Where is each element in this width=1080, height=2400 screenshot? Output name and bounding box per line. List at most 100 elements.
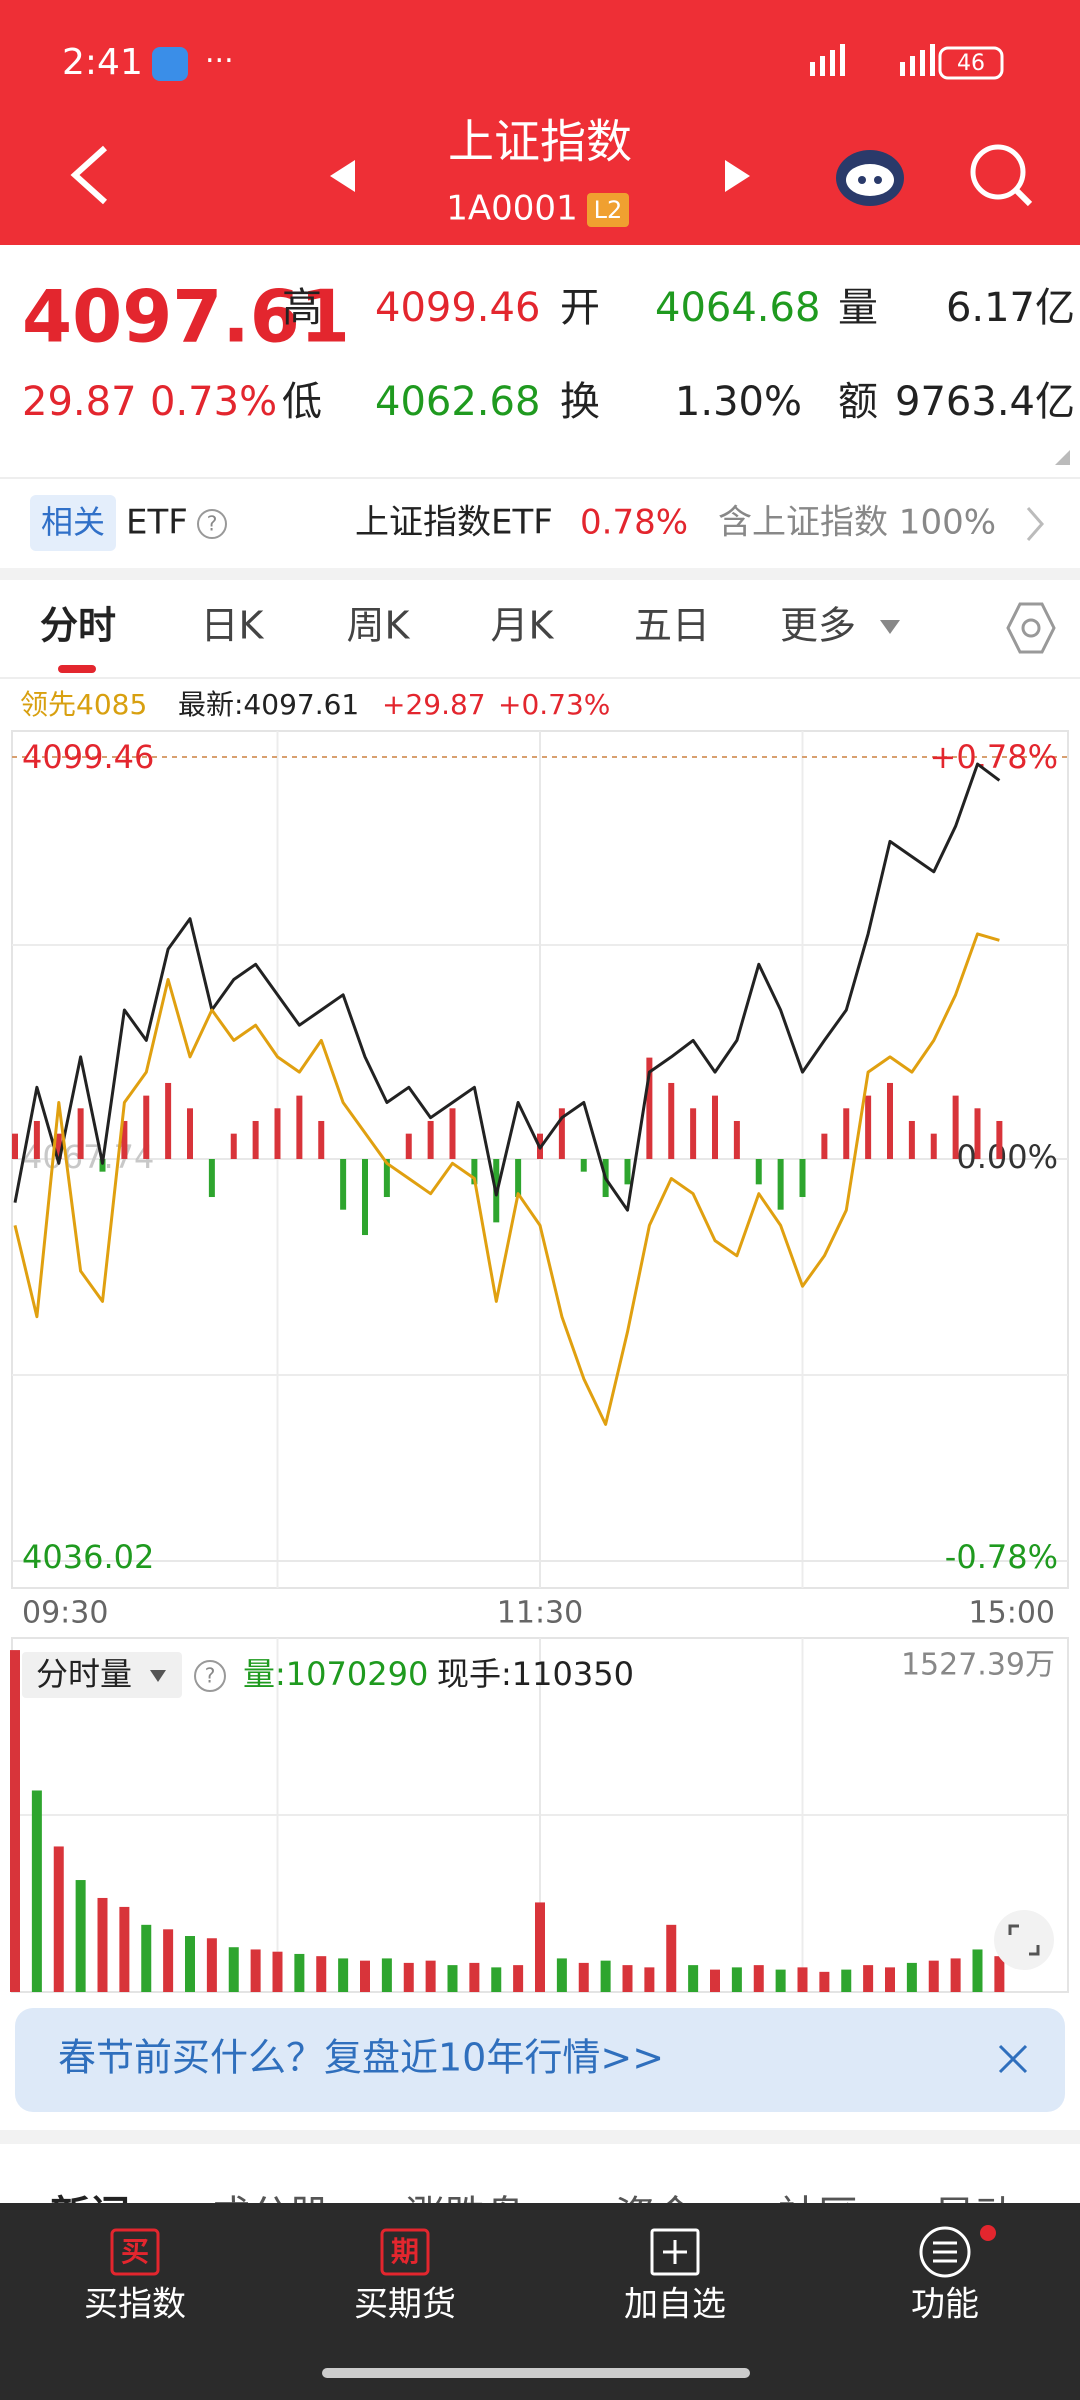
- lead-bar: [580, 1159, 587, 1172]
- help-icon-glyph: ?: [205, 1664, 216, 1688]
- selector-arrow: [150, 1670, 166, 1682]
- tag-bg: [30, 495, 116, 551]
- volume-title: 分时量: [36, 1655, 132, 1693]
- volume-bar: [863, 1965, 874, 1992]
- field-label: 低: [282, 379, 322, 425]
- settings-button[interactable]: [1006, 602, 1056, 654]
- corner-mark: [1055, 450, 1070, 465]
- lead-bar: [821, 1133, 828, 1159]
- change: 29.87: [22, 379, 137, 425]
- volume-bar: [578, 1962, 589, 1992]
- lead-bar: [230, 1133, 237, 1159]
- volume-bar: [185, 1936, 195, 1992]
- status-icon: [152, 47, 188, 81]
- volume-bar: [10, 1650, 20, 1992]
- lead-bar: [165, 1082, 172, 1159]
- nav-icon-text: 期: [391, 2235, 419, 2268]
- nav-label[interactable]: 加自选: [624, 2285, 726, 2325]
- volume-bar: [666, 1924, 677, 1992]
- active-tab-indicator: [58, 665, 96, 673]
- lead-bar: [208, 1159, 215, 1198]
- y2-tick-label: -0.78%: [945, 1538, 1058, 1576]
- etf-name[interactable]: 上证指数ETF: [355, 503, 553, 543]
- volume-bar: [513, 1965, 524, 1992]
- y2-tick-label: 0.00%: [956, 1138, 1058, 1176]
- lead-bar: [383, 1159, 390, 1198]
- lead-bar: [865, 1095, 872, 1159]
- volume-bar: [556, 1958, 567, 1992]
- x-tick-label: 09:30: [22, 1596, 108, 1631]
- y-tick-label: 4036.02: [22, 1538, 154, 1576]
- tab[interactable]: 五日: [634, 604, 710, 648]
- volume-bar: [360, 1960, 370, 1992]
- lead-bar: [55, 1133, 62, 1159]
- etf-kind: ETF: [126, 503, 188, 543]
- banner[interactable]: [15, 2008, 1065, 2112]
- fullscreen-glyph: [1008, 1924, 1040, 1956]
- price: 4097.61: [22, 275, 350, 359]
- lead-bar: [515, 1159, 522, 1198]
- lead-bar: [755, 1159, 762, 1185]
- nav-icon-menu: [919, 2226, 971, 2278]
- volume-bar: [622, 1965, 633, 1992]
- lead-bar: [733, 1120, 740, 1159]
- lead-bar: [624, 1159, 631, 1185]
- volume-bar: [425, 1960, 436, 1992]
- next-button[interactable]: [725, 160, 750, 192]
- prev-button[interactable]: [330, 160, 355, 192]
- banner-text[interactable]: 春节前买什么？复盘近10年行情>>: [58, 2036, 664, 2080]
- volume-bar: [731, 1967, 742, 1992]
- volume-bar: [381, 1958, 392, 1992]
- home-indicator: [322, 2368, 750, 2378]
- change-pct: 0.73%: [150, 379, 277, 425]
- lead-bar: [646, 1057, 653, 1159]
- lead-bar: [77, 1108, 84, 1159]
- lead-bar: [340, 1159, 347, 1210]
- volume-bar: [403, 1962, 414, 1992]
- nav-icon-box: [110, 2228, 160, 2276]
- legend-lead: 领先4085: [20, 688, 147, 721]
- volume-bar: [928, 1960, 939, 1992]
- lead-bar: [799, 1159, 806, 1198]
- lead-bar: [296, 1095, 303, 1159]
- volume-bar: [228, 1947, 239, 1992]
- tab[interactable]: 更多: [780, 604, 856, 648]
- chevron[interactable]: [1026, 507, 1044, 541]
- nav-icon-add: [650, 2228, 700, 2276]
- signal-icons: [810, 44, 935, 76]
- robot-button[interactable]: [836, 150, 904, 206]
- tab[interactable]: 日K: [201, 604, 265, 648]
- back-button[interactable]: [70, 145, 108, 205]
- lead-bar: [843, 1108, 850, 1159]
- nav-label[interactable]: 买指数: [84, 2285, 186, 2325]
- tab[interactable]: 月K: [491, 604, 555, 648]
- field-value: 6.17亿: [946, 285, 1075, 331]
- nav-icon-box: [380, 2228, 430, 2276]
- nav-label[interactable]: 买期货: [354, 2285, 456, 2325]
- fullscreen-button[interactable]: [994, 1910, 1054, 1970]
- lead-bar: [187, 1108, 193, 1159]
- lead-bar: [143, 1095, 150, 1159]
- volume-selector[interactable]: [22, 1652, 182, 1698]
- volume-bar: [994, 1956, 1005, 1992]
- separator: [0, 568, 1080, 580]
- help-icon[interactable]: [194, 1660, 226, 1692]
- banner-close[interactable]: [998, 2044, 1028, 2074]
- hand-readout: 现手:110350: [437, 1655, 634, 1693]
- field-value: 1.30%: [675, 379, 802, 425]
- volume-bar: [53, 1846, 64, 1992]
- tab[interactable]: 周K: [347, 604, 411, 648]
- lead-bar: [33, 1120, 40, 1159]
- lead-bar: [274, 1108, 281, 1159]
- legend-latest: 最新:4097.61: [178, 688, 359, 721]
- price-line: [13, 762, 1001, 1212]
- volume-bar: [644, 1967, 655, 1992]
- lead-bar: [712, 1095, 718, 1159]
- search-button[interactable]: [970, 144, 1033, 207]
- help-icon[interactable]: [197, 509, 227, 539]
- nav-label[interactable]: 功能: [911, 2285, 979, 2325]
- notification-dot: [980, 2225, 996, 2241]
- field-value: 4062.68: [375, 379, 540, 425]
- tab[interactable]: 分时: [40, 604, 116, 648]
- volume-bar: [797, 1967, 808, 1992]
